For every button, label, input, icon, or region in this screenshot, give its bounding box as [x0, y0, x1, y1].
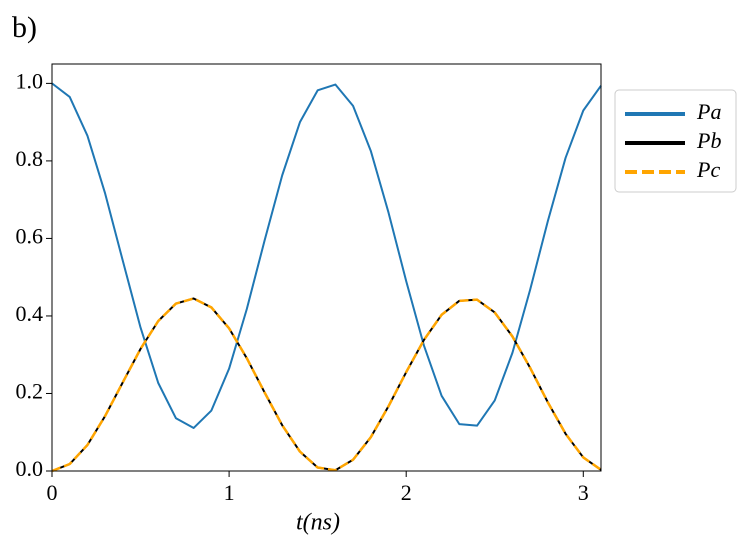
y-tick-label: 0.4: [16, 301, 44, 326]
panel-label: b): [12, 11, 37, 44]
y-tick-label: 1.0: [16, 68, 44, 93]
x-tick-label: 0: [47, 480, 58, 505]
legend-label: Pa: [696, 99, 721, 124]
y-tick-label: 0.0: [16, 456, 44, 481]
series-line: [51, 297, 602, 472]
x-tick-label: 3: [578, 480, 589, 505]
series-line: [51, 82, 602, 429]
y-tick-label: 0.6: [16, 223, 44, 248]
legend-label: Pb: [696, 128, 721, 153]
series-line: [51, 297, 602, 473]
y-tick-label: 0.2: [16, 379, 44, 404]
legend-label: Pc: [696, 157, 720, 182]
x-tick-label: 2: [401, 480, 412, 505]
plot-frame: [51, 63, 602, 472]
x-axis-label: t(ns): [296, 510, 340, 536]
y-tick-label: 0.8: [16, 146, 44, 171]
x-tick-label: 1: [224, 480, 235, 505]
